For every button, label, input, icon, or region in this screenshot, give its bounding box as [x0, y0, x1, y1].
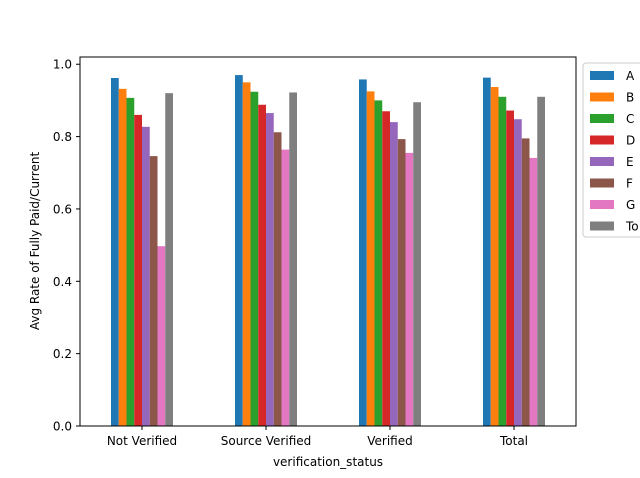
y-tick-label: 0.8 [53, 130, 72, 144]
y-tick-label: 0.4 [53, 275, 72, 289]
bar-D-verified [382, 111, 390, 426]
bar-A-not-verified [111, 77, 119, 426]
legend-swatch-G [590, 200, 614, 209]
plot-frame [79, 56, 577, 427]
legend-swatch-C [590, 114, 614, 123]
bar-To-source-verified [289, 92, 297, 426]
legend-label-G: G [626, 198, 635, 212]
bar-C-total [498, 96, 507, 426]
y-tick-label: 0.0 [53, 420, 72, 434]
bar-D-source-verified [258, 104, 266, 427]
legend-box [582, 62, 640, 238]
bar-F-not-verified [149, 156, 158, 426]
bar-E-total [514, 119, 522, 427]
legend-label-C: C [626, 112, 634, 126]
bar-F-total [521, 138, 530, 426]
bar-E-not-verified [142, 126, 150, 426]
legend-label-To: To [625, 220, 639, 234]
bar-B-verified [366, 91, 375, 426]
bar-To-not-verified [165, 93, 173, 427]
y-tick-label: 0.2 [53, 347, 72, 361]
bar-C-not-verified [126, 97, 135, 427]
bar-F-verified [397, 139, 406, 426]
bar-D-not-verified [134, 114, 142, 426]
x-tick-label: Total [499, 434, 528, 448]
bar-G-total [529, 157, 538, 426]
x-tick-label: Verified [367, 434, 413, 448]
legend-label-F: F [626, 177, 633, 191]
bar-A-verified [359, 79, 367, 426]
bar-B-not-verified [118, 88, 127, 426]
bar-D-total [506, 110, 514, 427]
y-tick-label: 1.0 [53, 58, 72, 72]
legend-swatch-To [590, 221, 614, 231]
bar-To-total [537, 96, 545, 426]
bar-G-source-verified [281, 149, 290, 427]
x-tick-label: Source Verified [221, 434, 312, 448]
legend-swatch-A [590, 71, 614, 80]
y-axis-label: Avg Rate of Fully Paid/Current [28, 152, 42, 331]
y-tick-label: 0.6 [53, 202, 72, 216]
legend-swatch-D [590, 135, 614, 145]
y-axis: 0.0 0.2 0.4 0.6 0.8 1.0 [53, 58, 80, 434]
x-axis-label: verification_status [273, 455, 383, 469]
bar-B-total [490, 87, 499, 426]
x-tick-label: Not Verified [107, 434, 177, 448]
bar-G-verified [405, 152, 414, 426]
legend-label-D: D [626, 134, 635, 148]
x-axis: Not Verified Source Verified Verified Total [107, 426, 528, 448]
legend-label-A: A [626, 69, 635, 83]
legend-swatch-E [590, 157, 614, 166]
bar-C-verified [374, 100, 383, 426]
bar-B-source-verified [242, 82, 251, 426]
bars-group [111, 75, 545, 427]
bar-To-verified [413, 102, 421, 427]
legend-swatch-F [590, 178, 614, 188]
legend-label-B: B [626, 91, 634, 105]
legend-swatch-B [590, 92, 614, 102]
bar-C-source-verified [250, 91, 259, 427]
legend-label-E: E [626, 155, 634, 169]
bar-A-source-verified [235, 75, 243, 427]
bar-A-total [483, 77, 491, 426]
bar-E-source-verified [266, 113, 274, 426]
bar-F-source-verified [273, 132, 282, 426]
bar-E-verified [390, 122, 398, 426]
bar-G-not-verified [157, 246, 166, 426]
